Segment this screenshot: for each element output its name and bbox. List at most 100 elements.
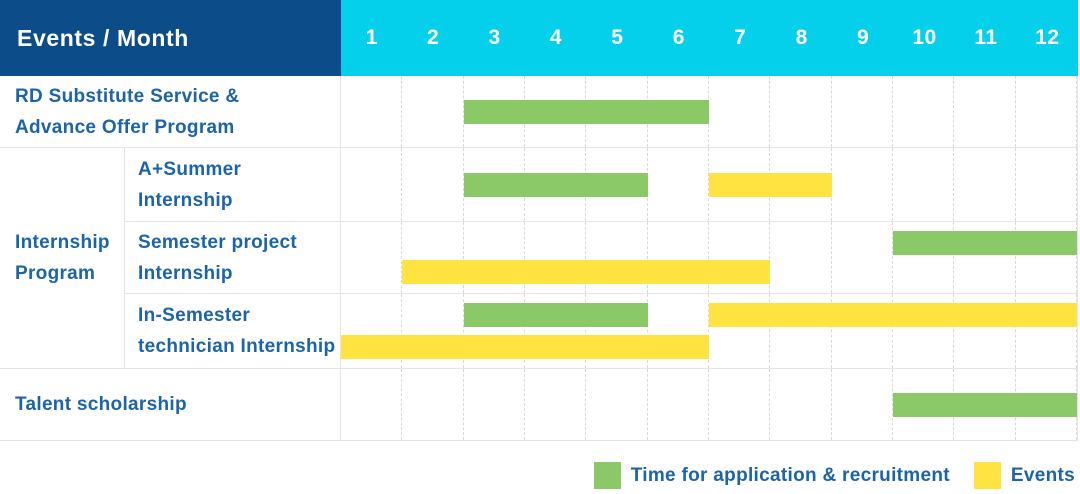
- month-column: [954, 294, 1016, 368]
- month-column: [648, 222, 709, 293]
- month-column: [402, 148, 464, 221]
- gantt-bar-green: [893, 231, 1077, 255]
- label-line: Talent scholarship: [15, 394, 187, 415]
- row-label-semester-project-internship: Semester project Internship: [125, 222, 341, 293]
- green-swatch-icon: [593, 462, 621, 489]
- month-column: [341, 222, 403, 293]
- month-column: [709, 294, 771, 368]
- month-column: [770, 222, 832, 293]
- month-header-3: 3: [488, 26, 501, 49]
- row-label-a-plus-summer-internship: A+Summer Internship: [125, 148, 341, 221]
- month-column: [954, 222, 1016, 293]
- month-column: [709, 76, 771, 147]
- row-a-plus-summer-internship: A+Summer Internship: [125, 148, 1078, 222]
- chart-cell: [341, 148, 1078, 221]
- legend: Time for application & recruitment Event…: [0, 462, 1078, 489]
- month-header-5: 5: [611, 26, 624, 49]
- month-column: [954, 148, 1016, 221]
- month-column: [341, 294, 403, 368]
- legend-item-application-recruitment: Time for application & recruitment: [593, 462, 950, 489]
- label-line: technician Internship: [138, 336, 336, 357]
- chart-cell: [341, 294, 1078, 368]
- month-column: [648, 148, 709, 221]
- month-column: [832, 148, 893, 221]
- month-column: [832, 294, 893, 368]
- label-line: A+Summer: [138, 158, 242, 180]
- month-column: [770, 369, 832, 440]
- month-header-11: 11: [974, 26, 998, 49]
- row-semester-project-internship: Semester project Internship: [125, 222, 1078, 294]
- month-header-6: 6: [672, 26, 685, 49]
- chart-cell: [341, 76, 1078, 147]
- month-header-9: 9: [856, 26, 870, 49]
- month-header-4: 4: [549, 26, 563, 49]
- month-column: [832, 369, 893, 440]
- month-header-10: 10: [912, 26, 937, 49]
- month-column: [893, 76, 955, 147]
- label-line: RD Substitute Service &: [15, 85, 240, 107]
- month-column: [893, 222, 955, 293]
- month-column: [770, 76, 832, 147]
- month-column: [1016, 148, 1077, 221]
- gantt-bar-green: [463, 99, 709, 124]
- yellow-swatch-icon: [973, 462, 1001, 489]
- row-label-talent-scholarship: Talent scholarship: [0, 369, 341, 440]
- month-column: [464, 222, 525, 293]
- label-line: Internship: [138, 262, 233, 284]
- month-header-7: 7: [734, 26, 747, 49]
- legend-item-events: Events: [973, 462, 1075, 489]
- month-column: [464, 294, 525, 368]
- label-line: Advance Offer Program: [15, 116, 235, 138]
- month-column: [525, 369, 587, 440]
- month-header-1: 1: [365, 26, 378, 49]
- month-column: [893, 148, 955, 221]
- month-column: [525, 222, 587, 293]
- month-column: [709, 369, 771, 440]
- gantt-bar-yellow: [402, 260, 771, 284]
- row-rd-substitute-service: RD Substitute Service & Advance Offer Pro…: [0, 76, 1078, 148]
- table-body: RD Substitute Service & Advance Offer Pro…: [0, 76, 1078, 441]
- month-column: [402, 294, 464, 368]
- gantt-bar-yellow: [341, 335, 709, 359]
- gantt-bar-green: [463, 172, 648, 197]
- table-header: Events / Month 1 2 3 4 5 6 7 8 9 10 11 12: [0, 0, 1078, 76]
- chart-cell: [341, 369, 1078, 440]
- month-column: [648, 369, 709, 440]
- group-children-internship-program: A+Summer Internship Semester project Intern…: [125, 148, 1078, 368]
- gantt-bar-yellow: [709, 172, 832, 197]
- month-column: [402, 369, 464, 440]
- month-column: [586, 294, 648, 368]
- month-column: [402, 76, 464, 147]
- row-group-internship-program: Internship Program A+Summer Internship Semes…: [0, 148, 1078, 369]
- events-month-table: Events / Month 1 2 3 4 5 6 7 8 9 10 11 12 RD Substi…: [0, 0, 1078, 441]
- row-talent-scholarship: Talent scholarship: [0, 369, 1078, 441]
- month-column: [893, 294, 955, 368]
- gantt-bar-green: [893, 392, 1077, 417]
- row-label-in-semester-technician-internship: In-Semester technician Internship: [125, 294, 341, 368]
- chart-cell: [341, 222, 1078, 293]
- label-line: Internship: [15, 232, 110, 253]
- month-column: [832, 76, 893, 147]
- month-column: [770, 294, 832, 368]
- row-label-rd-substitute-service: RD Substitute Service & Advance Offer Pro…: [0, 76, 341, 147]
- month-column: [1016, 76, 1077, 147]
- month-column: [954, 76, 1016, 147]
- month-column: [464, 369, 525, 440]
- label-line: Program: [15, 263, 96, 284]
- legend-label: Events: [1010, 464, 1075, 486]
- label-line: In-Semester: [138, 305, 251, 326]
- month-column: [586, 369, 648, 440]
- row-in-semester-technician-internship: In-Semester technician Internship: [125, 294, 1078, 368]
- gantt-bar-green: [463, 303, 648, 327]
- month-column: [832, 222, 893, 293]
- month-header-2: 2: [427, 26, 440, 49]
- label-line: Internship: [138, 189, 233, 211]
- month-header-8: 8: [795, 26, 808, 49]
- month-column: [648, 294, 709, 368]
- header-events-month: Events / Month: [0, 0, 341, 76]
- month-header-12: 12: [1035, 26, 1060, 49]
- month-column: [341, 369, 403, 440]
- gantt-bar-yellow: [709, 303, 1077, 327]
- month-column: [709, 222, 771, 293]
